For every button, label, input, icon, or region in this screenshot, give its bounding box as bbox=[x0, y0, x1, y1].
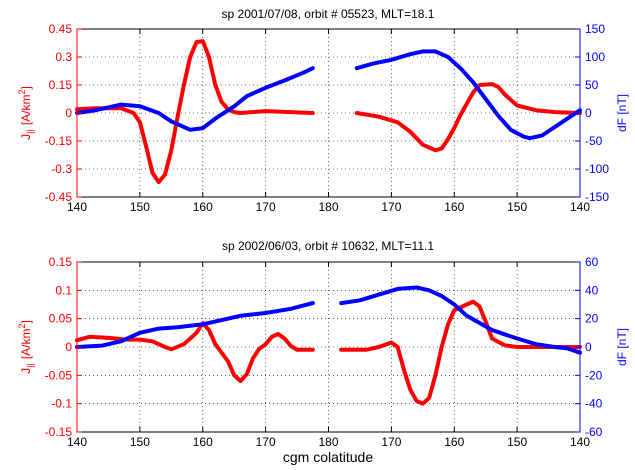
right-y-tick-label: -50 bbox=[585, 134, 603, 148]
left-y-tick-label: 0.15 bbox=[49, 78, 73, 92]
current-density-line bbox=[75, 321, 315, 383]
x-tick-label: 150 bbox=[507, 435, 527, 449]
left-axis-label: J||[A/km2] bbox=[17, 320, 35, 374]
right-axis-label: dF [nT] bbox=[615, 328, 629, 366]
x-tick-label: 160 bbox=[444, 435, 464, 449]
right-y-tick-label: 0 bbox=[585, 340, 592, 354]
right-y-tick-label: 60 bbox=[585, 255, 599, 269]
right-y-tick-label: 150 bbox=[585, 22, 605, 36]
x-axis-label: cgm colatitude bbox=[283, 449, 373, 465]
x-tick-label: 160 bbox=[444, 200, 464, 214]
current-density-line bbox=[339, 299, 582, 406]
right-axis-label: dF [nT] bbox=[615, 94, 629, 132]
x-tick-label: 140 bbox=[570, 435, 590, 449]
left-y-tick-label: -0.15 bbox=[45, 134, 73, 148]
chart-title: sp 2002/06/03, orbit # 10632, MLT=11.1 bbox=[222, 239, 434, 253]
x-tick-label: 150 bbox=[130, 200, 150, 214]
x-tick-label: 180 bbox=[318, 200, 338, 214]
current-density-line bbox=[354, 82, 582, 153]
x-tick-label: 170 bbox=[256, 200, 276, 214]
x-tick-label: 150 bbox=[507, 200, 527, 214]
right-y-tick-label: 40 bbox=[585, 283, 599, 297]
left-y-tick-label: 0.3 bbox=[55, 50, 72, 64]
current-density-line bbox=[75, 39, 315, 185]
left-y-tick-label: 0 bbox=[65, 340, 72, 354]
left-y-tick-label: 0.45 bbox=[49, 22, 73, 36]
x-tick-label: 170 bbox=[381, 435, 401, 449]
x-tick-label: 170 bbox=[381, 200, 401, 214]
x-tick-label: 160 bbox=[193, 200, 213, 214]
left-y-tick-label: -0.1 bbox=[51, 397, 72, 411]
magnetic-perturbation-line bbox=[75, 66, 315, 132]
x-tick-label: 150 bbox=[130, 435, 150, 449]
right-y-tick-label: -60 bbox=[585, 425, 603, 439]
x-tick-label: 160 bbox=[193, 435, 213, 449]
left-y-tick-label: -0.05 bbox=[45, 368, 73, 382]
chart-title: sp 2001/07/08, orbit # 05523, MLT=18.1 bbox=[222, 7, 435, 21]
right-y-tick-label: -20 bbox=[585, 368, 603, 382]
left-y-tick-label: 0.1 bbox=[55, 283, 72, 297]
right-y-tick-label: 100 bbox=[585, 50, 605, 64]
left-y-tick-label: 0.05 bbox=[49, 312, 73, 326]
right-y-tick-label: -150 bbox=[585, 190, 609, 204]
x-tick-label: 140 bbox=[570, 200, 590, 214]
x-tick-label: 170 bbox=[256, 435, 276, 449]
chart-panel-top: sp 2001/07/08, orbit # 05523, MLT=18.1 1… bbox=[17, 7, 629, 214]
left-y-tick-label: 0.15 bbox=[49, 255, 73, 269]
x-tick-label: 140 bbox=[67, 435, 87, 449]
right-y-tick-label: 0 bbox=[585, 106, 592, 120]
chart-panel-bottom: sp 2002/06/03, orbit # 10632, MLT=11.1 1… bbox=[17, 239, 629, 465]
magnetic-perturbation-line bbox=[75, 301, 315, 349]
right-y-tick-label: 20 bbox=[585, 312, 599, 326]
left-axis-label: J||[A/km2] bbox=[17, 86, 35, 140]
left-y-tick-label: 0 bbox=[65, 106, 72, 120]
left-y-tick-label: -0.3 bbox=[51, 162, 72, 176]
left-y-tick-label: -0.15 bbox=[45, 425, 73, 439]
left-y-tick-label: -0.45 bbox=[45, 190, 73, 204]
magnetic-perturbation-line bbox=[354, 49, 582, 141]
x-tick-label: 140 bbox=[67, 200, 87, 214]
right-y-tick-label: -100 bbox=[585, 162, 609, 176]
magnetic-perturbation-line bbox=[339, 285, 582, 355]
x-tick-label: 180 bbox=[318, 435, 338, 449]
right-y-tick-label: 50 bbox=[585, 78, 599, 92]
right-y-tick-label: -40 bbox=[585, 397, 603, 411]
